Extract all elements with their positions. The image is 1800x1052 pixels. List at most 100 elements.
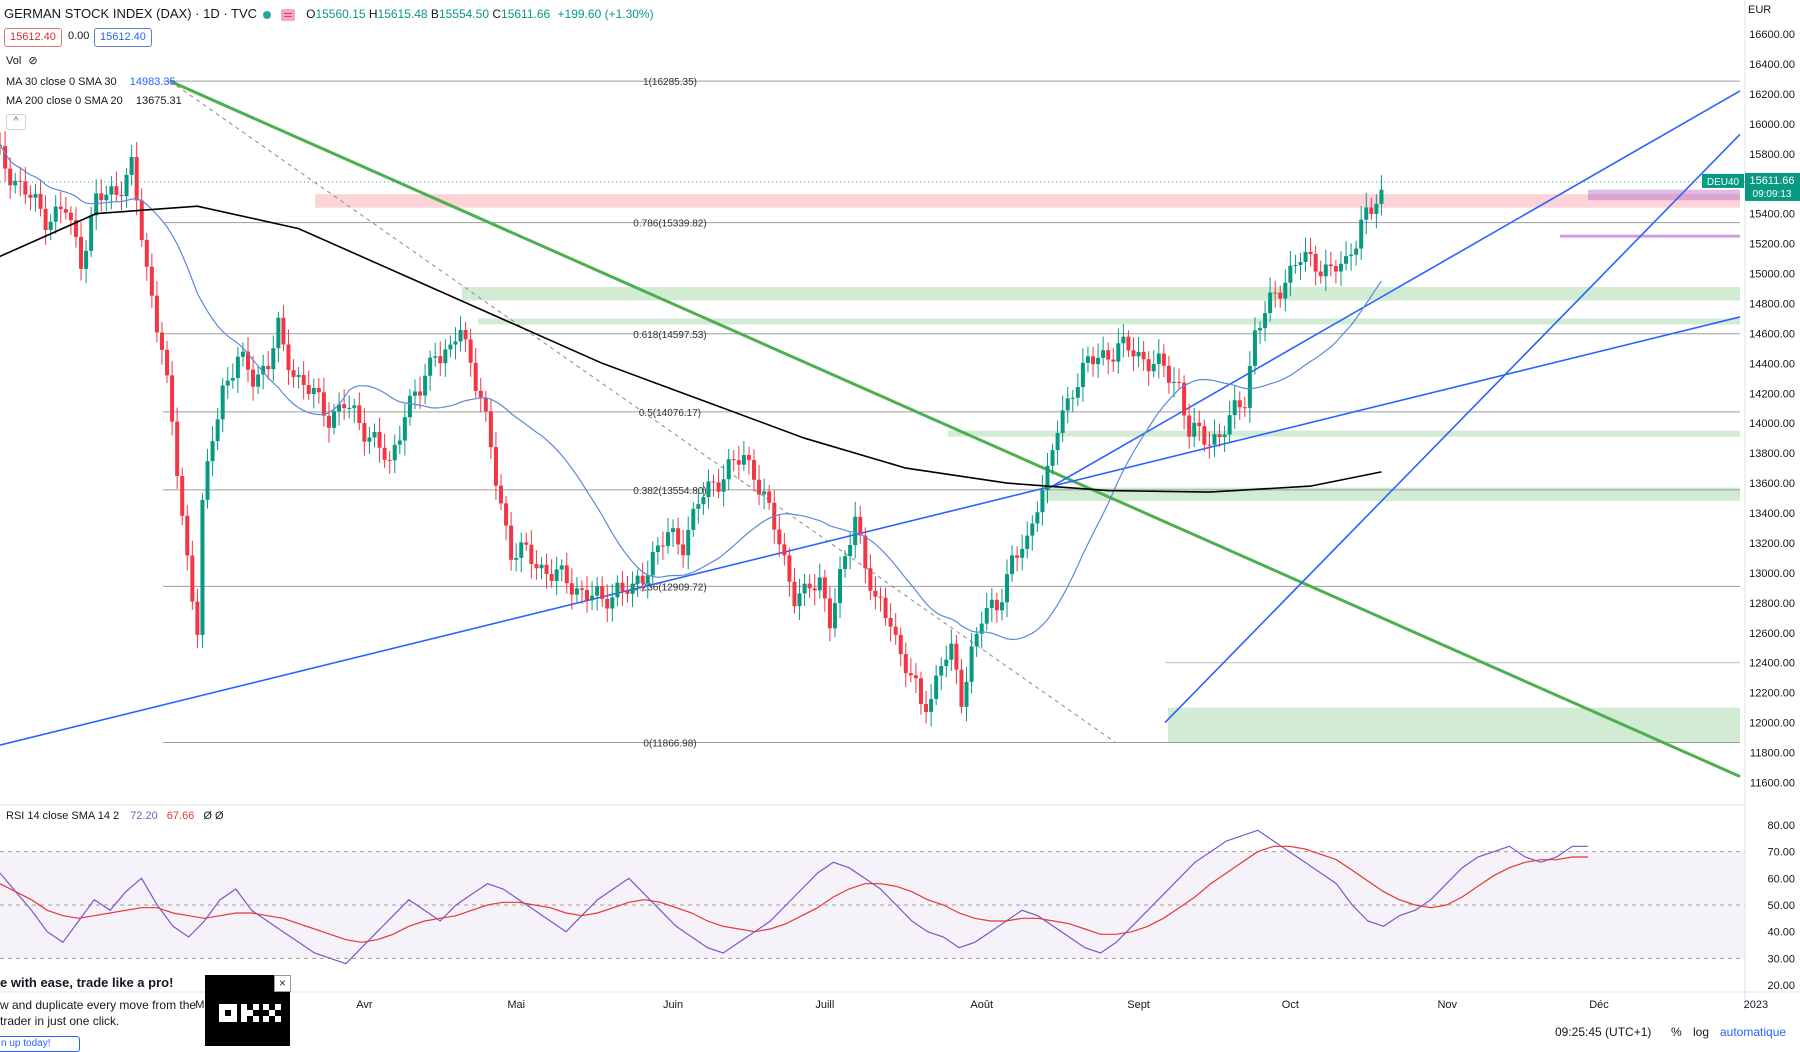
candle-144[interactable] [721, 464, 726, 507]
candle-159[interactable] [797, 578, 802, 620]
rsi-sma-line[interactable] [0, 845, 1588, 943]
candle-240[interactable] [1207, 431, 1212, 459]
candle-253[interactable] [1273, 280, 1278, 308]
candle-81[interactable] [402, 403, 407, 456]
candle-203[interactable] [1020, 534, 1025, 571]
candle-254[interactable] [1278, 285, 1283, 308]
candle-99[interactable] [493, 432, 498, 500]
candle-8[interactable] [33, 184, 38, 212]
candle-20[interactable] [94, 179, 99, 230]
candle-185[interactable] [929, 684, 934, 727]
candle-231[interactable] [1161, 344, 1166, 378]
candle-162[interactable] [812, 573, 817, 606]
candle-236[interactable] [1187, 403, 1192, 449]
candle-272[interactable] [1369, 197, 1374, 220]
candle-85[interactable] [423, 363, 428, 405]
candle-12[interactable] [53, 194, 58, 234]
candle-181[interactable] [908, 658, 913, 683]
candle-62[interactable] [306, 370, 311, 401]
candle-233[interactable] [1171, 367, 1176, 398]
candle-27[interactable] [129, 144, 134, 186]
candle-255[interactable] [1283, 269, 1288, 312]
candle-153[interactable] [767, 485, 772, 510]
candle-60[interactable] [296, 367, 301, 389]
candle-1[interactable] [0, 132, 3, 155]
candle-91[interactable] [453, 327, 458, 360]
candle-42[interactable] [205, 448, 210, 509]
candle-98[interactable] [488, 398, 493, 460]
candle-148[interactable] [741, 441, 746, 471]
candle-66[interactable] [326, 402, 331, 443]
candle-16[interactable] [73, 207, 78, 248]
candle-102[interactable] [509, 511, 514, 571]
candle-171[interactable] [858, 505, 863, 544]
candle-204[interactable] [1025, 521, 1030, 559]
candle-273[interactable] [1374, 194, 1379, 229]
candle-135[interactable] [676, 517, 681, 555]
blue-long-support-line[interactable] [0, 316, 1741, 746]
candle-150[interactable] [752, 449, 756, 492]
candle-76[interactable] [377, 417, 382, 463]
candle-246[interactable] [1237, 391, 1242, 421]
candle-89[interactable] [443, 339, 448, 377]
candle-84[interactable] [418, 376, 423, 409]
ma200-line[interactable] [0, 205, 1382, 493]
candle-122[interactable] [610, 583, 615, 622]
candle-11[interactable] [48, 214, 53, 241]
candle-43[interactable] [210, 426, 215, 477]
eye-hidden-icon[interactable]: ⊘ [28, 55, 38, 67]
sell-price-button[interactable]: 15612.40 [4, 28, 62, 47]
candle-250[interactable] [1258, 321, 1262, 344]
candle-132[interactable] [660, 531, 665, 560]
candle-133[interactable] [665, 517, 670, 554]
candle-111[interactable] [554, 556, 559, 596]
candle-180[interactable] [903, 642, 908, 688]
candle-38[interactable] [185, 505, 190, 571]
candle-106[interactable] [529, 530, 534, 579]
clock-timezone[interactable]: 09:25:45 (UTC+1) [1555, 1025, 1652, 1039]
candle-15[interactable] [68, 206, 73, 235]
candle-182[interactable] [913, 663, 918, 694]
candle-167[interactable] [838, 556, 843, 619]
candle-177[interactable] [888, 603, 893, 642]
candle-75[interactable] [372, 423, 377, 448]
candle-105[interactable] [524, 532, 529, 551]
candle-258[interactable] [1298, 252, 1303, 280]
candle-136[interactable] [681, 529, 686, 568]
candle-92[interactable] [458, 315, 463, 352]
candle-63[interactable] [311, 378, 316, 409]
candle-7[interactable] [28, 185, 33, 211]
candle-210[interactable] [1055, 420, 1060, 466]
candle-68[interactable] [337, 392, 342, 426]
candle-88[interactable] [438, 341, 443, 377]
candle-41[interactable] [200, 493, 205, 649]
candle-116[interactable] [579, 580, 584, 604]
candle-176[interactable] [883, 587, 888, 626]
candle-207[interactable] [1040, 475, 1045, 526]
candle-57[interactable] [281, 305, 286, 352]
candle-160[interactable] [802, 573, 807, 607]
candle-140[interactable] [701, 482, 706, 515]
candle-28[interactable] [134, 141, 139, 216]
candle-138[interactable] [691, 502, 696, 537]
candle-211[interactable] [1060, 395, 1065, 442]
symbol-legend[interactable]: GERMAN STOCK INDEX (DAX) · 1D · TVC O155… [4, 6, 654, 21]
candle-175[interactable] [878, 587, 883, 612]
candle-266[interactable] [1338, 251, 1343, 286]
candle-123[interactable] [615, 575, 620, 607]
candle-65[interactable] [321, 377, 326, 427]
candle-234[interactable] [1177, 368, 1182, 390]
candle-56[interactable] [276, 311, 281, 363]
rsi-line[interactable] [0, 829, 1588, 965]
candle-251[interactable] [1263, 300, 1268, 342]
candle-79[interactable] [392, 434, 397, 474]
candle-205[interactable] [1030, 515, 1035, 551]
percent-toggle[interactable]: % [1671, 1025, 1682, 1039]
candle-143[interactable] [716, 468, 721, 499]
candle-212[interactable] [1065, 386, 1070, 424]
candle-188[interactable] [944, 645, 949, 678]
candle-26[interactable] [124, 167, 129, 208]
candle-96[interactable] [478, 377, 483, 413]
